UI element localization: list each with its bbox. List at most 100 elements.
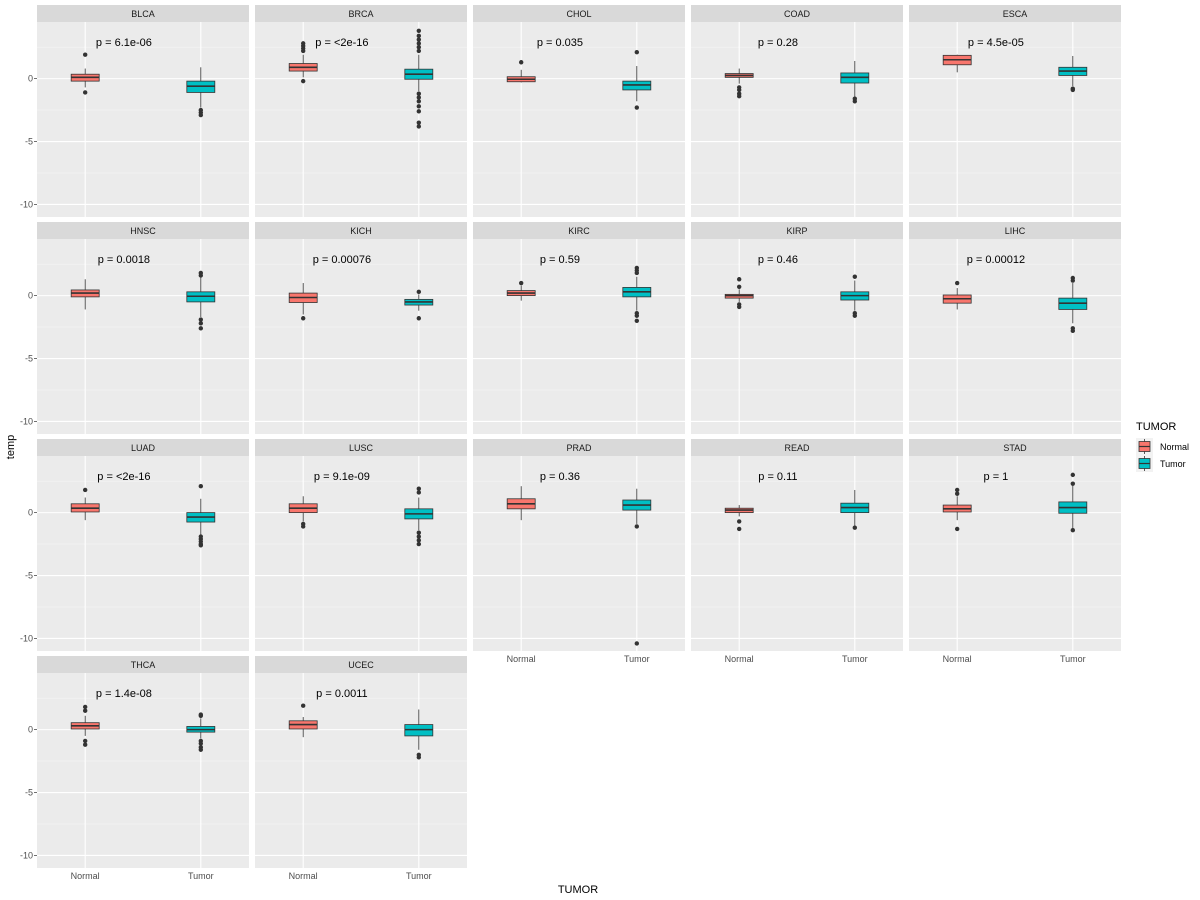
outlier-point: [198, 741, 204, 746]
p-value-label: p = 1: [984, 471, 1009, 483]
legend-entry-tumor: Tumor: [1136, 455, 1186, 472]
outlier-point: [634, 313, 640, 318]
outlier-point: [416, 534, 422, 539]
facet-strip-label: KIRC: [568, 226, 590, 236]
box-tumor: [186, 712, 216, 752]
outlier-point: [416, 289, 422, 295]
outlier-point: [300, 41, 306, 46]
facet-strip: [473, 5, 685, 22]
outlier-point: [852, 525, 858, 530]
facet-strip-label: KIRP: [786, 226, 807, 236]
facet-strip-label: STAD: [1003, 443, 1027, 453]
box-tumor: [622, 49, 652, 110]
facet-strip-label: LUSC: [349, 443, 374, 453]
facet-strip-label: KICH: [350, 226, 372, 236]
box-tumor: [186, 67, 216, 118]
y-tick-label: 0: [28, 725, 33, 735]
box-normal: [70, 704, 100, 747]
p-value-label: p = <2e-16: [97, 471, 150, 483]
box-tumor: [404, 28, 434, 129]
p-value-label: p = 0.035: [537, 37, 583, 49]
outlier-point: [852, 274, 858, 279]
box-tumor: [840, 489, 870, 530]
y-tick-label: -5: [25, 788, 33, 798]
box-normal: [70, 279, 100, 310]
outlier-point: [954, 526, 960, 532]
facet-lihc: LIHC p = 0.00012: [909, 222, 1121, 434]
outlier-point: [518, 60, 524, 65]
box-normal: [506, 486, 536, 521]
outlier-point: [416, 316, 422, 321]
outlier-point: [736, 304, 742, 310]
facet-ucec: UCEC Normal Tumor p = 0.0011: [255, 656, 467, 881]
facet-coad: COAD p = 0.28: [691, 5, 903, 217]
y-tick-label: 0: [28, 291, 33, 301]
outlier-point: [82, 738, 88, 744]
x-tick-label: Tumor: [406, 871, 432, 881]
facet-brca: BRCA p = <2e-16: [255, 5, 467, 217]
facet-strip-label: HNSC: [130, 226, 156, 236]
outlier-point: [416, 120, 422, 125]
outlier-point: [416, 48, 422, 54]
panel-background: [255, 673, 467, 868]
outlier-point: [634, 641, 640, 646]
outlier-point: [198, 543, 204, 548]
outlier-point: [198, 747, 204, 752]
panel-background: [255, 456, 467, 651]
facet-strip: [909, 5, 1121, 22]
outlier-point: [954, 491, 960, 496]
outlier-point: [300, 703, 306, 708]
facet-strip: [37, 439, 249, 456]
outlier-point: [416, 541, 422, 547]
x-tick-label: Normal: [943, 654, 972, 664]
panel-background: [37, 239, 249, 434]
p-value-label: p = 0.28: [758, 37, 798, 49]
facet-lusc: LUSC p = 9.1e-09: [255, 439, 467, 651]
outlier-point: [1070, 481, 1076, 486]
outlier-point: [82, 708, 88, 713]
box-tumor: [404, 486, 434, 547]
facet-strip-label: BRCA: [348, 9, 373, 19]
panel-background: [909, 239, 1121, 434]
outlier-point: [416, 124, 422, 129]
p-value-label: p = 9.1e-09: [314, 471, 370, 483]
p-value-label: p = 0.36: [540, 471, 580, 483]
facet-kirp: KIRP p = 0.46: [691, 222, 903, 434]
outlier-point: [1070, 472, 1076, 478]
facet-read: READ Normal Tumor p = 0.11: [691, 439, 903, 664]
box-tumor: [1058, 55, 1088, 93]
outlier-point: [82, 52, 88, 57]
x-tick-label: Normal: [289, 871, 318, 881]
outlier-point: [82, 704, 88, 710]
box-normal: [506, 280, 536, 301]
y-tick-label: -10: [20, 633, 33, 643]
outlier-point: [1070, 328, 1076, 334]
box-normal: [942, 280, 972, 310]
legend: TUMOR Normal Tumor: [1136, 421, 1189, 472]
outlier-point: [300, 316, 306, 321]
facet-strip: [691, 222, 903, 239]
facet-strip: [255, 656, 467, 673]
legend-entry-normal: Normal: [1136, 438, 1189, 455]
p-value-label: p = 0.59: [540, 254, 580, 266]
p-value-label: p = <2e-16: [315, 37, 368, 49]
box-tumor: [1058, 472, 1088, 533]
outlier-point: [198, 712, 204, 717]
x-tick-label: Normal: [507, 654, 536, 664]
box-normal: [70, 52, 100, 95]
p-value-label: p = 6.1e-06: [96, 37, 152, 49]
outlier-point: [634, 265, 640, 271]
outlier-point: [416, 486, 422, 491]
y-tick-label: -5: [25, 354, 33, 364]
panel-background: [691, 239, 903, 434]
box-tumor: [622, 488, 652, 646]
p-value-label: p = 0.11: [758, 471, 797, 483]
outlier-point: [1070, 275, 1076, 281]
facet-strip-label: ESCA: [1003, 9, 1028, 19]
outlier-point: [634, 318, 640, 323]
panel-background: [37, 673, 249, 868]
box-tumor: [840, 61, 870, 104]
facet-strip-label: COAD: [784, 9, 811, 19]
y-tick-label: 0: [28, 508, 33, 518]
outlier-point: [82, 487, 88, 493]
